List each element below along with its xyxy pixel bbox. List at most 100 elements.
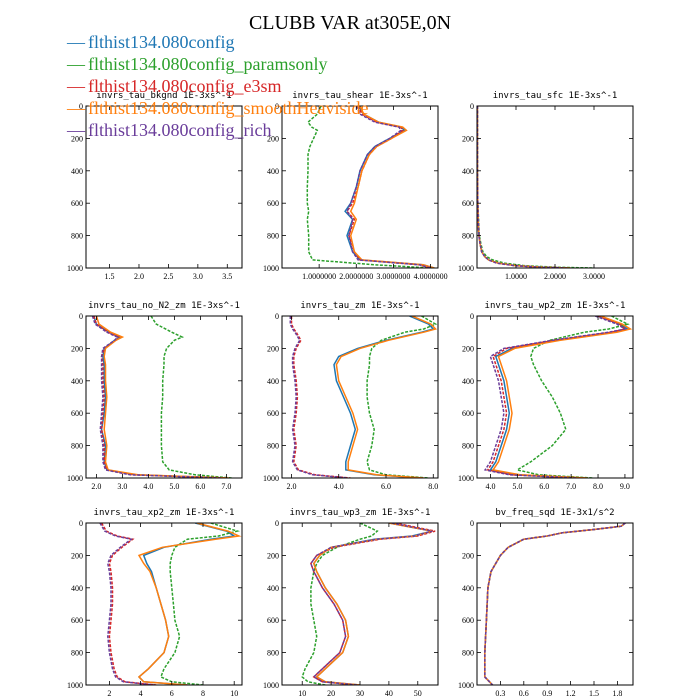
y-tick-label: 400 [71, 584, 83, 593]
y-tick-label: 0 [79, 102, 83, 111]
x-tick-label: 2.5 [163, 272, 173, 281]
x-tick-label: 30 [356, 689, 364, 698]
x-tick-label: 8.0 [593, 482, 603, 491]
legend-label: flthist134.080config_rich [88, 120, 271, 140]
series-line [484, 523, 626, 685]
chart-panel: invrs_tau_wp3_zm 1E-3xs^-1 0 200 400 600 800 1… [263, 508, 439, 698]
y-tick-label: 400 [462, 167, 474, 176]
series-line [333, 316, 435, 478]
chart-panel: invrs_tau_sfc 1E-3xs^-1 0 200 400 600 800 1000… [458, 91, 634, 281]
series-line [150, 316, 232, 478]
series-line [346, 106, 431, 268]
y-tick-label: 400 [462, 377, 474, 386]
x-tick-label: 9.0 [620, 482, 630, 491]
y-tick-label: 1000 [458, 264, 474, 273]
y-tick-label: 0 [275, 312, 279, 321]
x-tick-label: 10 [298, 689, 306, 698]
y-tick-label: 1000 [458, 474, 474, 483]
x-tick-label: 6.0 [539, 482, 549, 491]
series-line [100, 523, 157, 685]
x-tick-label: 0.6 [519, 689, 529, 698]
panel-grid: invrs_tau_bkgnd 1E-3xs^-1020040060080010… [67, 91, 634, 698]
series-line [289, 316, 349, 478]
legend-entry: — flthist134.080config_smoothHeaviside [66, 98, 368, 118]
x-tick-label: 1.0000000 [302, 272, 336, 281]
x-tick-label: 1.8 [612, 689, 622, 698]
x-tick-label: 6.0 [381, 482, 391, 491]
series-line [477, 106, 567, 268]
y-tick-label: 400 [267, 167, 279, 176]
legend-swatch: — [66, 32, 86, 52]
series-line [349, 106, 435, 268]
series-line [484, 523, 626, 685]
y-tick-label: 600 [267, 616, 279, 625]
series-line [310, 523, 436, 685]
y-tick-label: 800 [71, 649, 83, 658]
legend-entry: — flthist134.080config [66, 32, 235, 52]
figure-title: CLUBB VAR at305E,0N [249, 12, 451, 34]
series-line [137, 523, 242, 685]
series-line [310, 523, 433, 685]
x-tick-label: 8 [201, 689, 205, 698]
x-tick-label: 3.0000000 [376, 272, 410, 281]
legend-label: flthist134.080config_smoothHeaviside [88, 98, 368, 118]
x-tick-label: 4.0 [143, 482, 153, 491]
series-line [477, 106, 571, 268]
x-tick-label: 20 [327, 689, 335, 698]
legend-entry: — flthist134.080config_e3sm [66, 76, 281, 96]
x-tick-label: 0.3 [495, 689, 505, 698]
y-tick-label: 400 [267, 584, 279, 593]
y-tick-label: 800 [267, 649, 279, 658]
series-line [491, 316, 633, 478]
y-tick-label: 1000 [67, 264, 83, 273]
y-tick-label: 1000 [263, 474, 279, 483]
legend-swatch: — [66, 54, 86, 74]
panel-title: invrs_tau_shear 1E-3xs^-1 [292, 91, 427, 101]
series-line [290, 316, 351, 478]
panel-title: invrs_tau_zm 1E-3xs^-1 [300, 301, 419, 311]
x-tick-label: 6 [170, 689, 174, 698]
x-tick-label: 4.0 [334, 482, 344, 491]
y-tick-label: 200 [462, 344, 474, 353]
series-line [477, 106, 567, 268]
plot-frame [476, 522, 634, 686]
y-tick-label: 600 [462, 199, 474, 208]
series-group [289, 316, 438, 478]
y-tick-label: 400 [71, 377, 83, 386]
x-tick-label: 5.0 [512, 482, 522, 491]
series-group [483, 316, 633, 478]
y-tick-label: 1000 [67, 474, 83, 483]
series-line [484, 523, 626, 685]
y-tick-label: 800 [71, 232, 83, 241]
chart-panel: invrs_tau_bkgnd 1E-3xs^-1 0 200 400 600 800 10… [67, 91, 243, 281]
y-tick-label: 200 [71, 344, 83, 353]
x-tick-label: 2.0 [134, 272, 144, 281]
y-tick-label: 200 [462, 134, 474, 143]
y-tick-label: 800 [267, 442, 279, 451]
series-line [335, 316, 438, 478]
x-tick-label: 5.0 [169, 482, 179, 491]
y-tick-label: 800 [267, 232, 279, 241]
series-line [477, 106, 571, 268]
plot-frame [85, 522, 243, 686]
series-line [484, 523, 626, 685]
series-line [483, 316, 627, 478]
x-tick-label: 4.0000000 [414, 272, 448, 281]
series-line [91, 316, 222, 478]
y-tick-label: 600 [462, 616, 474, 625]
x-tick-label: 1.5 [105, 272, 115, 281]
plot-frame [85, 105, 243, 269]
legend-entry: — flthist134.080config_rich [66, 120, 271, 140]
series-line [95, 316, 230, 478]
x-tick-label: 3.5 [222, 272, 232, 281]
y-tick-label: 800 [71, 442, 83, 451]
y-tick-label: 800 [462, 649, 474, 658]
chart-panel: invrs_tau_wp2_zm 1E-3xs^-1 0 200 400 600 800 1… [458, 301, 634, 491]
y-tick-label: 200 [267, 551, 279, 560]
series-line [99, 523, 155, 685]
panel-title: invrs_tau_wp2_zm 1E-3xs^-1 [485, 301, 626, 311]
x-tick-label: 40 [385, 689, 393, 698]
y-tick-label: 400 [267, 377, 279, 386]
x-tick-label: 4.0 [485, 482, 495, 491]
series-group [99, 523, 242, 685]
